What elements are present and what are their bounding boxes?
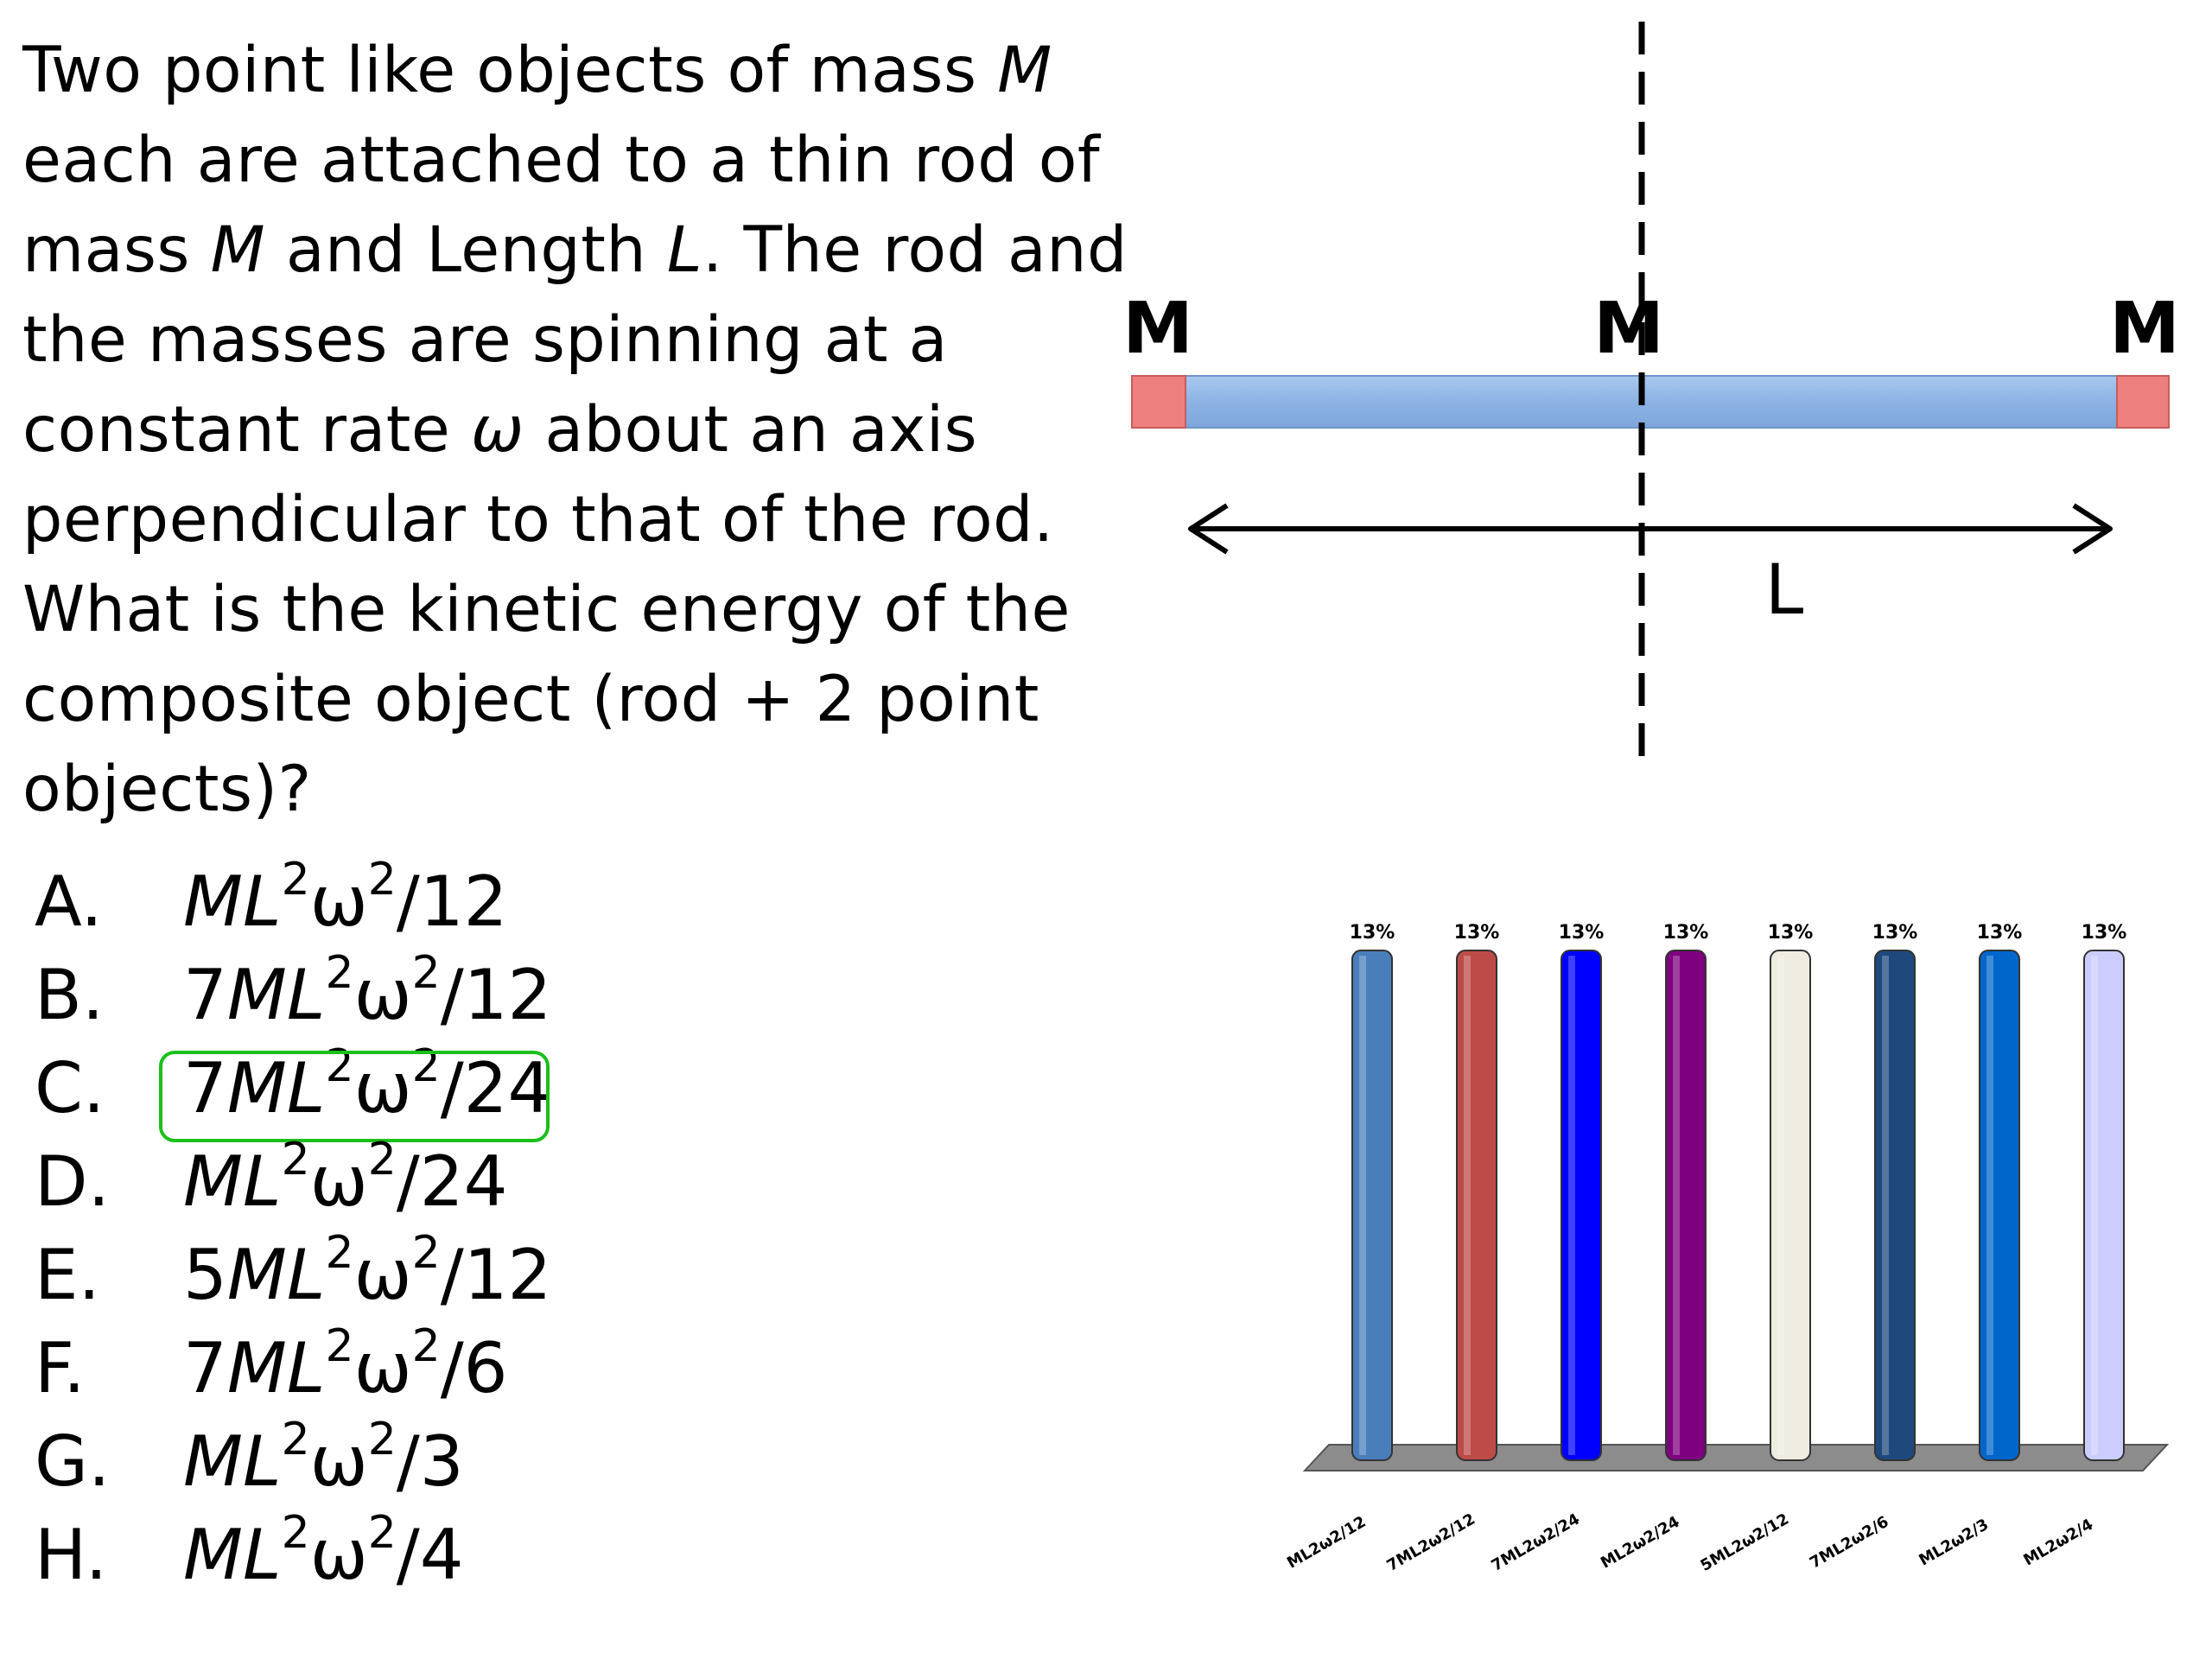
bar-value-label-7: 13% — [1977, 922, 2023, 944]
question-text-segment: constant rate — [22, 393, 472, 467]
option-letter: F. — [35, 1328, 86, 1408]
length-arrow-right-head — [2072, 503, 2113, 555]
question-line: the masses are spinning at a — [22, 296, 1059, 385]
question-line: objects)? — [22, 745, 1059, 835]
option-expression: 7ML2ω2/6 — [183, 1320, 508, 1408]
option-coefficient: 5 — [183, 1235, 227, 1315]
bar-highlight-1 — [1359, 956, 1366, 1455]
x-tick-label-7: ML2ω2/3 — [1916, 1516, 1992, 1570]
x-tick-label-8: ML2ω2/4 — [2020, 1516, 2096, 1570]
bar-highlight-5 — [1777, 956, 1784, 1455]
bar-value-label-3: 13% — [1559, 922, 1605, 944]
bar-8 — [2083, 950, 2125, 1461]
question-text-segment: ω — [471, 393, 524, 467]
option-denominator: 12 — [419, 861, 508, 942]
option-letter: C. — [35, 1048, 105, 1128]
option-coefficient: 7 — [183, 955, 227, 1035]
bar-5 — [1770, 950, 1811, 1461]
length-label: L — [1765, 550, 1804, 630]
mass-label-left: M — [1122, 288, 1193, 370]
question-text-segment: composite object (rod + 2 point — [22, 663, 1039, 736]
bar-highlight-4 — [1673, 956, 1680, 1455]
question-line: each are attached to a thin rod of — [22, 116, 1100, 206]
option-letter: H. — [35, 1515, 108, 1595]
option-expression: ML2ω2/24 — [183, 1134, 508, 1222]
option-letter: A. — [35, 861, 103, 942]
bar-highlight-6 — [1882, 956, 1889, 1455]
bar-6 — [1874, 950, 1916, 1461]
mass-label-right: M — [2109, 288, 2180, 370]
bar-1 — [1351, 950, 1393, 1461]
option-expression: 5ML2ω2/12 — [183, 1227, 552, 1315]
bar-4 — [1665, 950, 1707, 1461]
option-letter: E. — [35, 1235, 100, 1315]
bar-value-label-6: 13% — [1872, 922, 1918, 944]
question-text-segment: mass — [22, 213, 211, 287]
x-tick-label-1: ML2ω2/12 — [1284, 1513, 1370, 1573]
chart-floor — [1302, 1444, 2170, 1471]
option-denominator: 12 — [463, 1235, 552, 1315]
bar-highlight-3 — [1568, 956, 1575, 1455]
question-text-segment: objects)? — [22, 753, 312, 826]
question-line: composite object (rod + 2 point — [22, 655, 1059, 745]
question-line: mass M and Length L. The rod and — [22, 206, 1127, 296]
bar-7 — [1979, 950, 2020, 1461]
option-denominator: 24 — [419, 1141, 508, 1222]
option-letter: B. — [35, 955, 105, 1035]
bar-value-label-2: 13% — [1454, 922, 1500, 944]
option-expression: ML2ω2/3 — [183, 1414, 464, 1502]
x-tick-label-5: 5ML2ω2/12 — [1698, 1510, 1792, 1575]
bar-highlight-8 — [2091, 956, 2098, 1455]
option-expression: ML2ω2/12 — [183, 854, 508, 942]
bar-value-label-8: 13% — [2082, 922, 2127, 944]
option-denominator: 6 — [463, 1328, 508, 1408]
question-text-segment: and Length — [265, 213, 667, 287]
right-mass — [2116, 375, 2170, 429]
question-text-segment: M — [997, 34, 1052, 107]
option-coefficient: 7 — [183, 1328, 227, 1408]
mass-label-center: M — [1593, 288, 1664, 370]
option-denominator: 4 — [419, 1515, 464, 1595]
bar-highlight-2 — [1464, 956, 1471, 1455]
x-tick-label-3: 7ML2ω2/24 — [1489, 1510, 1583, 1575]
bar-highlight-7 — [1986, 956, 1993, 1455]
bar-3 — [1560, 950, 1602, 1461]
bar-value-label-1: 13% — [1350, 922, 1395, 944]
length-arrow-left-head — [1188, 503, 1229, 555]
question-line: perpendicular to that of the rod. — [22, 475, 1059, 565]
question-text-segment: M — [210, 213, 266, 287]
option-letter: G. — [35, 1421, 111, 1502]
option-expression: ML2ω2/4 — [183, 1507, 464, 1595]
question-text-segment: each are attached to a thin rod of — [22, 124, 1101, 197]
correct-answer-highlight — [159, 1051, 550, 1142]
bar-value-label-4: 13% — [1663, 922, 1709, 944]
question-text-segment: . The rod and — [702, 213, 1128, 287]
question-text-segment: L — [666, 213, 703, 287]
question-text-segment: Two point like objects of mass — [22, 34, 998, 107]
option-denominator: 12 — [463, 955, 552, 1035]
left-mass — [1131, 375, 1186, 429]
question-line: constant rate ω about an axis — [22, 385, 1059, 475]
option-coefficient: 7 — [183, 1048, 227, 1128]
option-letter: D. — [35, 1141, 111, 1222]
question-text-segment: about an axis — [524, 393, 978, 467]
bar-value-label-5: 13% — [1768, 922, 1814, 944]
question-text-segment: perpendicular to that of the rod. — [22, 483, 1054, 556]
question-line: Two point like objects of mass M — [22, 26, 1059, 116]
option-expression: 7ML2ω2/12 — [183, 947, 552, 1035]
x-tick-label-4: ML2ω2/24 — [1598, 1513, 1683, 1573]
x-tick-label-6: 7ML2ω2/6 — [1807, 1513, 1892, 1573]
bar-2 — [1456, 950, 1497, 1461]
question-text-segment: What is the kinetic energy of the — [22, 573, 1071, 646]
question-line: What is the kinetic energy of the — [22, 565, 1070, 655]
question-text-segment: the masses are spinning at a — [22, 303, 948, 377]
x-tick-label-2: 7ML2ω2/12 — [1384, 1510, 1478, 1575]
option-denominator: 3 — [419, 1421, 464, 1502]
